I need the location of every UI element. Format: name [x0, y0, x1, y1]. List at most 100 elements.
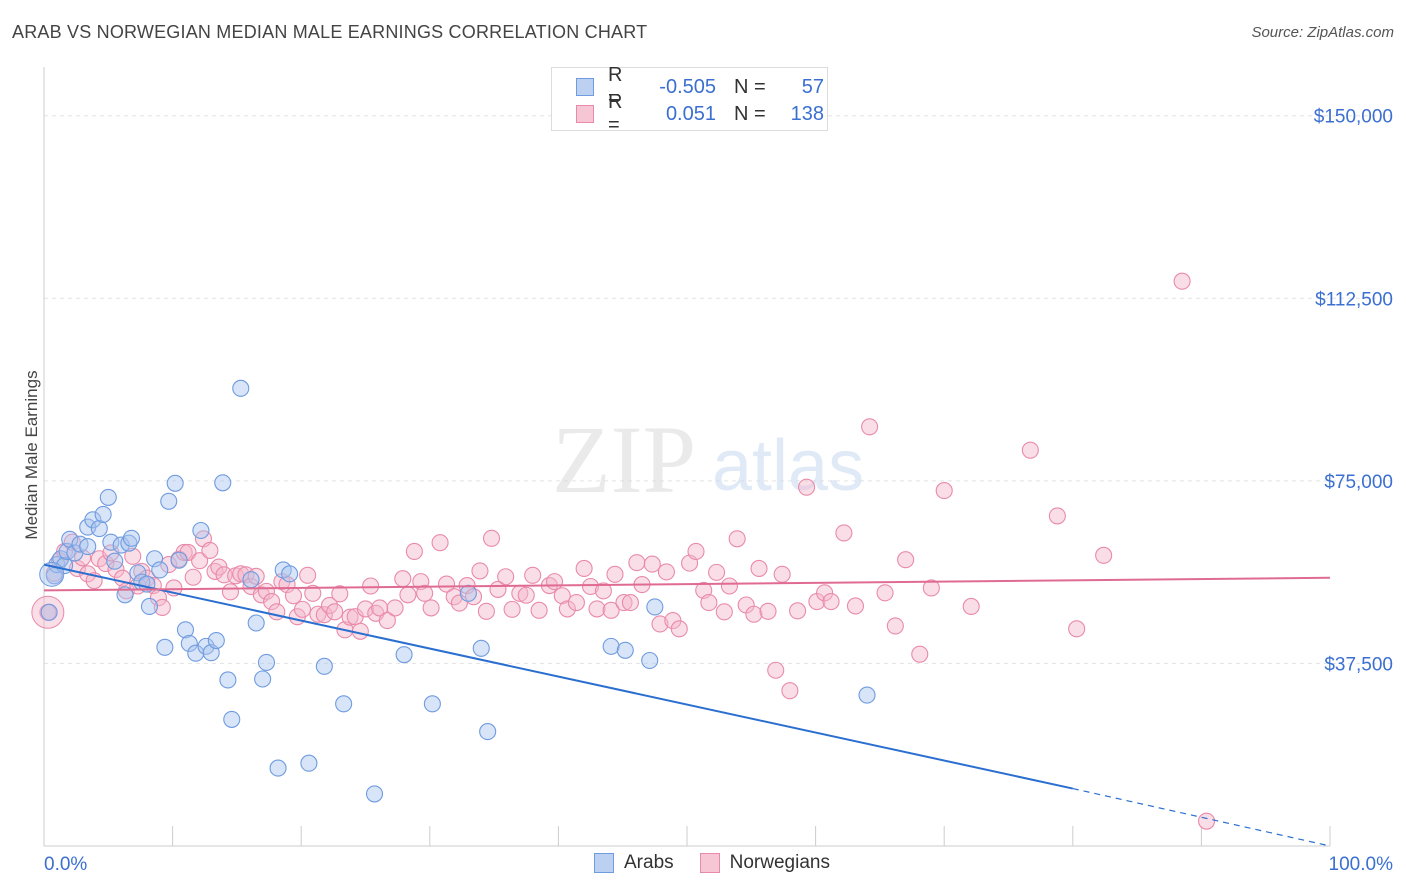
arabs-point: [395, 646, 413, 664]
norwegians-point: [378, 612, 396, 630]
norwegians-point: [315, 606, 333, 624]
norwegians-point: [886, 617, 904, 635]
arabs-point: [187, 644, 205, 662]
y-tick-label: $37,500: [1324, 654, 1393, 675]
arabs-point: [90, 520, 108, 538]
arabs-trendline: [43, 563, 1074, 790]
norwegians-point: [221, 583, 240, 601]
norwegians-point: [720, 577, 738, 595]
norwegians-point: [341, 608, 359, 626]
arabs-point: [84, 511, 102, 529]
y-tick-label: $75,000: [1324, 472, 1393, 493]
norwegians-point: [356, 600, 375, 618]
norwegians-point: [263, 593, 281, 611]
norwegians-point: [708, 563, 726, 581]
norwegians-point: [897, 551, 915, 569]
arabs-point: [40, 603, 58, 621]
r-label: R =: [608, 64, 623, 109]
norwegians-point: [1197, 812, 1216, 830]
legend-row-norwegians: R = 0.051 N = 138: [576, 91, 824, 136]
r-value: -0.505: [659, 75, 716, 98]
y-tick-labels: $37,500 $75,000 $112,500 $150,000: [1314, 107, 1393, 676]
norwegians-point: [405, 542, 423, 560]
arabs-point: [120, 534, 138, 552]
norwegians-point: [835, 524, 853, 542]
legend-item-norwegians[interactable]: Norwegians: [699, 852, 830, 874]
norwegians-point: [594, 582, 612, 600]
norwegians-point: [416, 584, 434, 602]
norwegians-point: [715, 603, 733, 621]
norwegians-point: [422, 599, 440, 617]
norwegians-point: [304, 584, 322, 602]
norwegians-point: [437, 575, 456, 593]
legend-item-arabs[interactable]: Arabs: [594, 852, 674, 874]
norwegians-point: [431, 534, 449, 552]
norwegians-point: [331, 585, 349, 603]
arabs-point: [269, 759, 287, 777]
arabs-point: [106, 552, 124, 570]
x-tick-labels: 0.0% 100.0%: [44, 854, 1393, 875]
norwegians-point: [567, 594, 585, 612]
n-label: N =: [734, 102, 766, 125]
arabs-point: [129, 564, 147, 582]
norwegians-point: [124, 547, 142, 565]
arabs-point: [151, 561, 169, 579]
arabs-point: [300, 754, 318, 772]
norwegians-point: [477, 602, 495, 620]
arabs-swatch: [576, 78, 594, 96]
arabs-point: [160, 492, 178, 510]
norwegians-point: [643, 555, 661, 573]
norwegians-point: [191, 552, 209, 570]
norwegians-point: [201, 541, 219, 560]
norwegians-point: [1095, 546, 1113, 564]
norwegians-point: [153, 598, 171, 616]
norwegians-point: [575, 559, 593, 578]
norwegians-point: [657, 563, 675, 581]
norwegians-point: [371, 599, 389, 617]
norwegians-point: [588, 600, 606, 618]
norwegians-point: [962, 597, 980, 616]
norwegians-point: [816, 584, 834, 602]
norwegians-point: [759, 602, 777, 620]
arabs-point: [146, 550, 164, 568]
norwegians-point: [606, 565, 624, 583]
norwegians-point: [309, 605, 327, 623]
norwegians-point: [386, 599, 404, 617]
norwegians-point: [326, 603, 344, 621]
n-value: 138: [790, 102, 824, 125]
n-label: N =: [734, 75, 766, 98]
y-axis-title: Median Male Earnings: [22, 370, 41, 539]
arabs-point: [479, 723, 497, 741]
norwegians-point: [911, 645, 929, 663]
arabs-point: [646, 598, 664, 616]
norwegians-swatch: [576, 105, 594, 123]
arabs-point: [140, 597, 159, 616]
stats-legend: R = -0.505 N = 57 R = 0.051 N = 138: [551, 64, 828, 136]
trendlines: [43, 563, 1331, 847]
norwegians-points: [31, 272, 1216, 830]
arabs-point: [156, 638, 174, 656]
norwegians-point: [503, 600, 521, 618]
norwegians-point: [615, 594, 633, 612]
x-tick-label: 100.0%: [1329, 854, 1394, 875]
norwegians-point: [876, 584, 894, 602]
arabs-point: [214, 474, 232, 492]
norwegians-point: [798, 478, 816, 496]
arabs-point: [602, 637, 620, 655]
arabs-point: [247, 614, 265, 632]
watermark-atlas: atlas: [712, 426, 864, 506]
y-tick-label: $112,500: [1315, 289, 1393, 310]
norwegians-point: [362, 577, 380, 595]
norwegians-point: [394, 570, 412, 588]
norwegians-point: [1068, 620, 1086, 638]
norwegians-point: [545, 573, 564, 591]
norwegians-point: [651, 615, 669, 633]
arabs-point: [223, 710, 241, 728]
source-label: Source: ZipAtlas.com: [1251, 24, 1394, 41]
norwegians-legend-label: Norwegians: [729, 852, 830, 873]
axes: [43, 67, 1331, 847]
arabs-point: [116, 586, 134, 604]
arabs-point: [459, 584, 477, 602]
norwegians-point: [745, 605, 763, 623]
